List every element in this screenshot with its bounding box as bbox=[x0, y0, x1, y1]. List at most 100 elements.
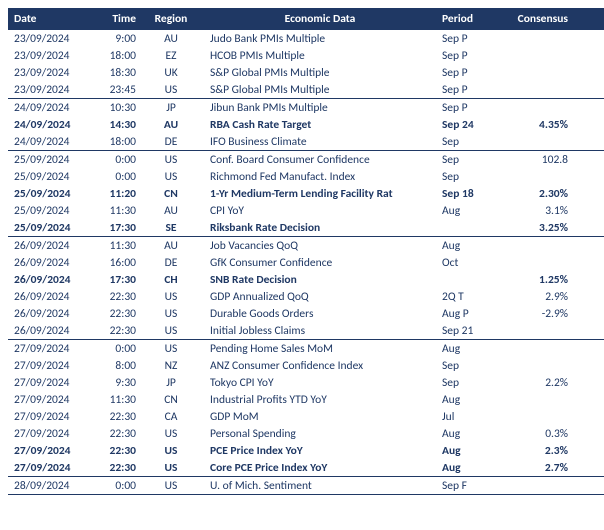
cell-data: Core PCE Price Index YoY bbox=[200, 459, 436, 477]
cell-consensus bbox=[496, 133, 574, 151]
cell-region: US bbox=[142, 168, 200, 185]
cell-region: US bbox=[142, 151, 200, 169]
cell-data: SNB Rate Decision bbox=[200, 271, 436, 288]
table-row: 27/09/20248:00NZANZ Consumer Confidence … bbox=[8, 357, 604, 374]
header-last: Last bbox=[574, 8, 604, 30]
cell-consensus: 3.1% bbox=[496, 202, 574, 219]
cell-consensus bbox=[496, 254, 574, 271]
cell-time: 16:00 bbox=[88, 254, 142, 271]
cell-last: 3.5% bbox=[574, 202, 604, 219]
cell-time: 22:30 bbox=[88, 288, 142, 305]
cell-consensus bbox=[496, 30, 574, 47]
cell-period: Sep 24 bbox=[436, 116, 496, 133]
cell-period: Sep bbox=[436, 374, 496, 391]
table-row: 23/09/202418:00EZHCOB PMIs MultipleSep P bbox=[8, 47, 604, 64]
cell-consensus: 2.30% bbox=[496, 185, 574, 202]
cell-time: 0:00 bbox=[88, 340, 142, 358]
table-row: 24/09/202418:00DEIFO Business ClimateSep… bbox=[8, 133, 604, 151]
cell-time: 11:30 bbox=[88, 237, 142, 255]
cell-data: Riksbank Rate Decision bbox=[200, 219, 436, 237]
cell-consensus bbox=[496, 99, 574, 117]
cell-date: 25/09/2024 bbox=[8, 168, 88, 185]
cell-date: 23/09/2024 bbox=[8, 47, 88, 64]
cell-date: 25/09/2024 bbox=[8, 151, 88, 169]
cell-period: Sep bbox=[436, 357, 496, 374]
cell-consensus: 102.8 bbox=[496, 151, 574, 169]
table-row: 26/09/202422:30USGDP Annualized QoQ2Q T2… bbox=[8, 288, 604, 305]
table-row: 26/09/202411:30AUJob Vacancies QoQAug-2.… bbox=[8, 237, 604, 255]
table-row: 24/09/202414:30AURBA Cash Rate TargetSep… bbox=[8, 116, 604, 133]
cell-consensus bbox=[496, 340, 574, 358]
cell-region: DE bbox=[142, 133, 200, 151]
cell-last: 69 bbox=[574, 477, 604, 495]
cell-last: -19 bbox=[574, 168, 604, 185]
cell-last: -5.5% bbox=[574, 340, 604, 358]
cell-region: US bbox=[142, 477, 200, 495]
table-row: 25/09/20240:00USRichmond Fed Manufact. I… bbox=[8, 168, 604, 185]
cell-date: 23/09/2024 bbox=[8, 30, 88, 47]
cell-time: 8:00 bbox=[88, 357, 142, 374]
cell-region: US bbox=[142, 288, 200, 305]
cell-region: JP bbox=[142, 374, 200, 391]
cell-time: 0:00 bbox=[88, 151, 142, 169]
cell-region: CA bbox=[142, 408, 200, 425]
cell-data: Jibun Bank PMIs Multiple bbox=[200, 99, 436, 117]
cell-time: 18:30 bbox=[88, 64, 142, 81]
cell-time: 17:30 bbox=[88, 271, 142, 288]
cell-date: 24/09/2024 bbox=[8, 116, 88, 133]
cell-date: 27/09/2024 bbox=[8, 374, 88, 391]
cell-time: 18:00 bbox=[88, 133, 142, 151]
cell-date: 26/09/2024 bbox=[8, 305, 88, 322]
cell-date: 26/09/2024 bbox=[8, 254, 88, 271]
cell-date: 27/09/2024 bbox=[8, 425, 88, 442]
header-consensus: Consensus bbox=[496, 8, 574, 30]
cell-last: 9.8% bbox=[574, 305, 604, 322]
cell-time: 22:30 bbox=[88, 408, 142, 425]
cell-consensus: 2.9% bbox=[496, 288, 574, 305]
cell-region: AU bbox=[142, 116, 200, 133]
cell-consensus bbox=[496, 168, 574, 185]
cell-period: Sep bbox=[436, 133, 496, 151]
cell-last: 3.50% bbox=[574, 219, 604, 237]
table-row: 27/09/202411:30CNIndustrial Profits YTD … bbox=[8, 391, 604, 408]
cell-data: S&P Global PMIs Multiple bbox=[200, 64, 436, 81]
cell-region: EZ bbox=[142, 47, 200, 64]
cell-region: AU bbox=[142, 30, 200, 47]
cell-period: 2Q T bbox=[436, 288, 496, 305]
cell-last bbox=[574, 30, 604, 47]
cell-region: CN bbox=[142, 391, 200, 408]
cell-last: 0.5% bbox=[574, 425, 604, 442]
cell-time: 9:30 bbox=[88, 374, 142, 391]
cell-date: 24/09/2024 bbox=[8, 99, 88, 117]
cell-last: 4.35% bbox=[574, 116, 604, 133]
cell-region: AU bbox=[142, 202, 200, 219]
cell-last: 0.0% bbox=[574, 408, 604, 425]
cell-data: PCE Price Index YoY bbox=[200, 442, 436, 459]
table-row: 26/09/202417:30CHSNB Rate Decision1.25%1… bbox=[8, 271, 604, 288]
cell-consensus bbox=[496, 64, 574, 81]
table-row: 26/09/202416:00DEGfK Consumer Confidence… bbox=[8, 254, 604, 271]
cell-date: 25/09/2024 bbox=[8, 219, 88, 237]
cell-region: JP bbox=[142, 99, 200, 117]
cell-period: Sep bbox=[436, 151, 496, 169]
table-row: 23/09/202418:30UKS&P Global PMIs Multipl… bbox=[8, 64, 604, 81]
cell-consensus: 1.25% bbox=[496, 271, 574, 288]
economic-calendar-table: Date Time Region Economic Data Period Co… bbox=[8, 8, 604, 495]
table-row: 25/09/202411:30AUCPI YoYAug3.1%3.5% bbox=[8, 202, 604, 219]
header-date: Date bbox=[8, 8, 88, 30]
cell-time: 14:30 bbox=[88, 116, 142, 133]
cell-period: Sep F bbox=[436, 477, 496, 495]
cell-date: 27/09/2024 bbox=[8, 391, 88, 408]
table-body: 23/09/20249:00AUJudo Bank PMIs MultipleS… bbox=[8, 30, 604, 495]
cell-region: US bbox=[142, 425, 200, 442]
cell-consensus bbox=[496, 477, 574, 495]
table-row: 27/09/202422:30USPCE Price Index YoYAug2… bbox=[8, 442, 604, 459]
cell-date: 23/09/2024 bbox=[8, 81, 88, 99]
cell-time: 17:30 bbox=[88, 219, 142, 237]
cell-region: US bbox=[142, 340, 200, 358]
cell-data: GDP Annualized QoQ bbox=[200, 288, 436, 305]
cell-time: 22:30 bbox=[88, 322, 142, 340]
table-row: 23/09/202423:45USS&P Global PMIs Multipl… bbox=[8, 81, 604, 99]
cell-date: 25/09/2024 bbox=[8, 185, 88, 202]
cell-time: 23:45 bbox=[88, 81, 142, 99]
